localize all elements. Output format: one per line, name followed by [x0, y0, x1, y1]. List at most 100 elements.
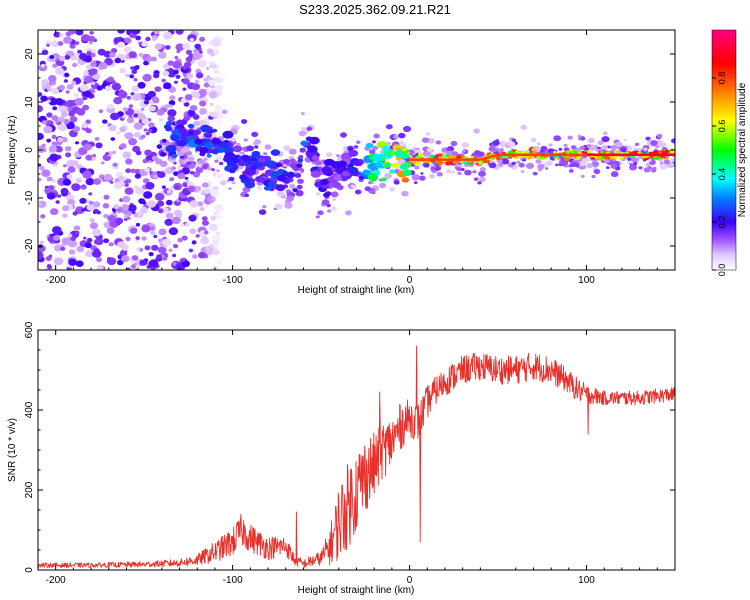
spectral-halo [283, 158, 290, 165]
spectral-halo [297, 178, 304, 184]
spectral-peak [211, 137, 221, 145]
spectral-halo [300, 112, 305, 116]
noise-speckle [66, 174, 73, 180]
noise-speckle [148, 160, 152, 164]
noise-speckle [133, 213, 138, 218]
noise-speckle [81, 184, 86, 188]
spectral-halo [364, 186, 371, 192]
noise-speckle [88, 200, 94, 205]
spectral-halo [460, 168, 465, 171]
spectral-peak [596, 155, 602, 160]
spectral-halo [518, 162, 525, 168]
noise-speckle [41, 169, 51, 177]
noise-speckle [201, 216, 208, 222]
noise-speckle [46, 99, 51, 103]
spectral-halo [610, 163, 618, 169]
noise-speckle [168, 248, 173, 252]
spectral-halo [623, 138, 627, 142]
noise-speckle [174, 184, 180, 190]
spectrogram-x-ticks: -200 -100 0 100 [37, 30, 658, 286]
spectral-halo [507, 141, 516, 148]
spectral-peak [296, 163, 303, 168]
spectral-peak [437, 153, 443, 157]
spectral-halo [171, 166, 177, 171]
colorbar: 0.0 0.2 0.4 0.6 0.8 Normalized spectral ampl… [711, 29, 748, 276]
spectral-halo [593, 166, 598, 170]
spectral-halo [289, 158, 297, 164]
noise-speckle [119, 250, 128, 257]
noise-speckle [123, 151, 131, 158]
spectral-peak [311, 155, 320, 162]
spectral-peak [321, 183, 330, 190]
spectral-peak [660, 150, 665, 154]
noise-speckle [110, 112, 120, 121]
noise-speckle [92, 210, 97, 214]
spectral-peak [665, 157, 669, 161]
noise-speckle [53, 163, 58, 167]
spectral-halo [356, 140, 361, 144]
noise-speckle [85, 177, 95, 186]
noise-speckle [38, 132, 44, 141]
spectral-peak [514, 156, 519, 160]
colorbar-tick-label: 0.8 [717, 72, 727, 85]
spectral-halo [221, 109, 228, 115]
noise-speckle [147, 90, 156, 98]
spectral-halo [659, 142, 666, 148]
noise-speckle [98, 109, 103, 113]
spectral-halo [492, 140, 500, 146]
noise-speckle [76, 164, 83, 170]
noise-speckle [189, 37, 195, 42]
spectral-peak [652, 150, 658, 154]
spectrogram-x-label: Height of straight line (km) [298, 285, 415, 296]
spectral-peak [206, 154, 212, 158]
spectral-peak [382, 145, 391, 152]
noise-speckle [162, 31, 173, 40]
spectral-halo [182, 146, 190, 153]
spectral-halo [175, 145, 183, 151]
spectral-halo [536, 142, 541, 146]
spectral-halo [340, 132, 347, 138]
noise-speckle [209, 61, 214, 66]
spectral-halo [597, 146, 601, 150]
noise-speckle [172, 262, 177, 266]
spectral-halo [451, 151, 459, 157]
spectral-halo [315, 215, 320, 219]
spectral-halo [187, 156, 195, 162]
noise-speckle [164, 104, 170, 108]
noise-speckle [85, 168, 90, 172]
noise-speckle [38, 177, 42, 182]
noise-speckle [173, 171, 179, 177]
noise-speckle [75, 30, 84, 36]
noise-speckle [112, 81, 117, 85]
spectral-halo [192, 114, 197, 118]
spectral-halo [284, 202, 293, 209]
noise-speckle [106, 257, 117, 266]
noise-speckle [157, 200, 165, 207]
noise-speckle [51, 134, 57, 139]
noise-speckle [46, 87, 52, 92]
noise-speckle [217, 214, 223, 219]
spectral-halo [316, 192, 321, 196]
noise-speckle [141, 118, 149, 125]
noise-speckle [192, 52, 202, 60]
noise-speckle [143, 100, 149, 105]
spectral-halo [548, 143, 553, 147]
noise-speckle [184, 176, 189, 180]
noise-speckle [205, 245, 212, 252]
noise-speckle [147, 200, 157, 208]
noise-speckle [55, 200, 60, 204]
spectral-halo [317, 210, 324, 216]
noise-speckle [176, 50, 180, 54]
noise-speckle [203, 77, 208, 82]
spectral-halo [446, 169, 452, 174]
noise-speckle [67, 198, 75, 206]
spectral-peak [565, 150, 571, 155]
noise-speckle [162, 70, 170, 77]
spectral-halo [643, 167, 651, 173]
noise-speckle [181, 260, 190, 268]
spectral-halo [435, 140, 442, 145]
spectral-peak [555, 156, 559, 160]
noise-speckle [167, 60, 175, 66]
noise-speckle [124, 187, 134, 195]
spectral-peak [170, 134, 180, 142]
